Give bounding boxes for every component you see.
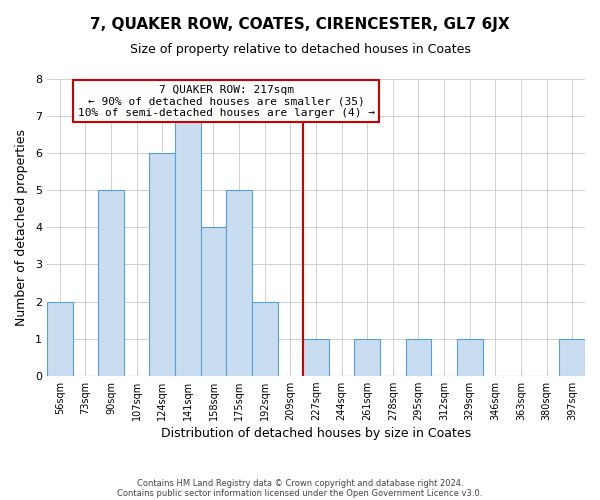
- Y-axis label: Number of detached properties: Number of detached properties: [15, 129, 28, 326]
- Text: 7 QUAKER ROW: 217sqm
← 90% of detached houses are smaller (35)
10% of semi-detac: 7 QUAKER ROW: 217sqm ← 90% of detached h…: [78, 84, 375, 118]
- Bar: [303, 338, 329, 376]
- Bar: [98, 190, 124, 376]
- Text: 7, QUAKER ROW, COATES, CIRENCESTER, GL7 6JX: 7, QUAKER ROW, COATES, CIRENCESTER, GL7 …: [90, 18, 510, 32]
- Bar: [457, 338, 482, 376]
- Text: Size of property relative to detached houses in Coates: Size of property relative to detached ho…: [130, 42, 470, 56]
- X-axis label: Distribution of detached houses by size in Coates: Distribution of detached houses by size …: [161, 427, 471, 440]
- Bar: [47, 302, 73, 376]
- Bar: [149, 153, 175, 376]
- Text: Contains HM Land Registry data © Crown copyright and database right 2024.: Contains HM Land Registry data © Crown c…: [137, 478, 463, 488]
- Bar: [406, 338, 431, 376]
- Bar: [355, 338, 380, 376]
- Bar: [226, 190, 252, 376]
- Text: Contains public sector information licensed under the Open Government Licence v3: Contains public sector information licen…: [118, 488, 482, 498]
- Bar: [175, 116, 200, 376]
- Bar: [252, 302, 278, 376]
- Bar: [559, 338, 585, 376]
- Bar: [200, 228, 226, 376]
